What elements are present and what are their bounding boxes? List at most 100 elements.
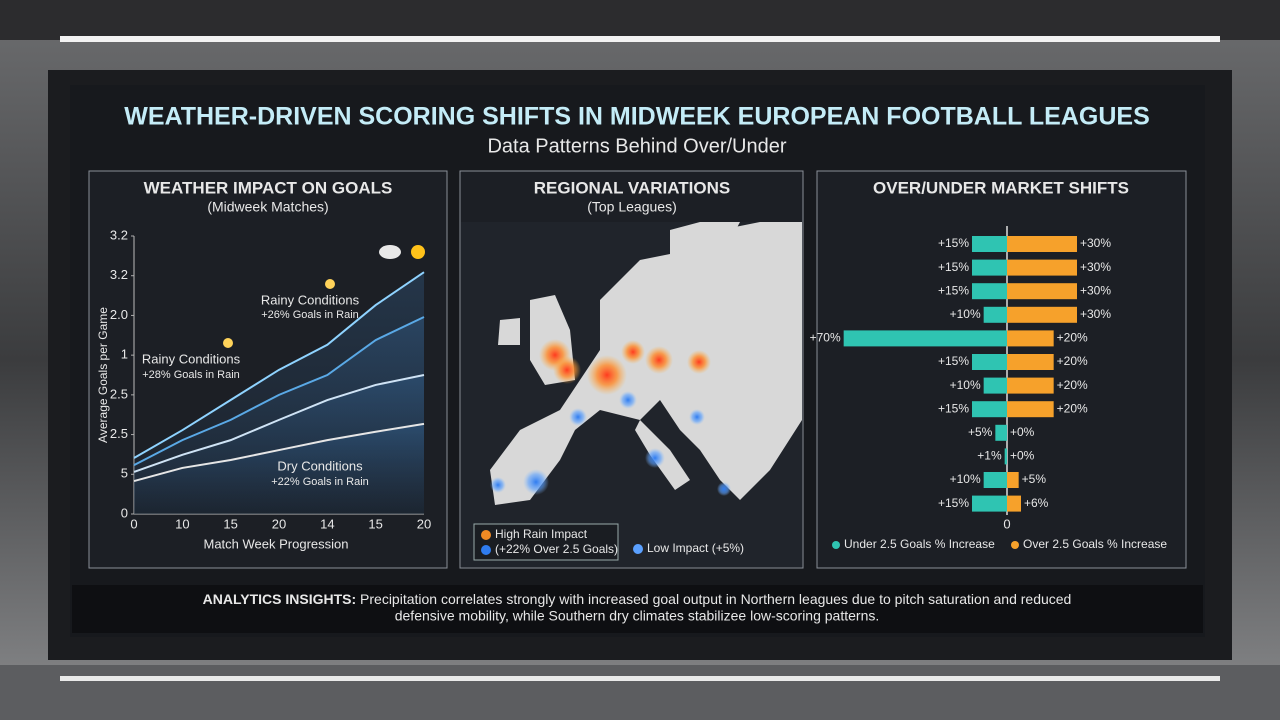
legend-dot [481,545,491,555]
lowspot [619,391,637,409]
y-tick-label: 1 [121,347,128,362]
x-tick-label: 15 [368,516,382,531]
lowspot [569,408,587,426]
value-label: +5% [1022,472,1047,486]
x-tick-label: 0 [130,516,137,531]
insights: ANALYTICS INSIGHTS: Precipitation correl… [203,591,1072,607]
value-label: +10% [950,307,981,321]
value-label: +5% [968,425,993,439]
bar [1007,472,1019,488]
value-label: +20% [1057,354,1088,368]
value-label: +15% [938,401,969,415]
bar [843,330,1007,347]
bar [1004,448,1007,465]
lowspot [645,448,665,468]
y-tick-label: 3.2 [110,267,128,282]
value-label: +1% [977,449,1002,463]
legend-dot [481,530,491,540]
area [134,423,424,514]
y-tick-label: 3.2 [110,227,128,242]
x-axis-label: Match Week Progression [204,536,349,551]
line [133,422,425,483]
lowspot [717,482,731,496]
insights-text: Precipitation correlates strongly with i… [360,591,1071,607]
hotspot [687,350,711,374]
land [498,318,520,345]
map-legend-box [473,523,619,561]
legend-swatch [1011,541,1019,549]
insights-text: defensive mobility, while Southern dry c… [395,608,880,624]
bar [983,472,1007,488]
insights-band [72,585,1203,633]
bar [983,377,1007,394]
legend-label: (+22% Over 2.5 Goals) [495,542,618,556]
bar [1007,495,1021,512]
hotspot [553,356,581,384]
value-label: +0% [1010,425,1035,439]
line [133,271,425,459]
annotation-text: +26% Goals in Rain [261,309,359,321]
sun-icon [325,279,335,289]
charts: WEATHER IMPACT ON GOALS (Midweek Matches)… [96,178,1167,551]
value-label: +6% [1024,496,1049,510]
value-label: +70% [810,331,841,345]
line [133,374,425,473]
legend-label: Over 2.5 Goals % Increase [1023,537,1167,551]
y-tick-label: 0 [121,505,128,520]
legend-swatch [832,541,840,549]
bar [1007,259,1077,276]
annotation-title: Rainy Conditions [261,292,360,307]
bar [1007,377,1054,394]
ceiling [0,0,1280,40]
lowspot [490,477,506,493]
panel-subtitle: (Midweek Matches) [207,199,328,215]
bar [972,401,1007,418]
bar [972,283,1007,300]
bar [1007,330,1054,347]
legend-label: Low Impact (+5%) [647,541,744,555]
sun-icon [223,338,233,348]
annotation-text: +28% Goals in Rain [142,369,240,381]
value-label: +20% [1057,378,1088,392]
bar [1007,306,1077,323]
x-tick-label: 14 [320,516,334,531]
insights-label: ANALYTICS INSIGHTS: [203,591,357,607]
bar [972,495,1007,512]
legend-label: Under 2.5 Goals % Increase [844,537,995,551]
lowspot [523,469,549,495]
title: WEATHER-DRIVEN SCORING SHIFTS IN MIDWEEK… [124,103,1150,131]
panel-title: REGIONAL VARIATIONS [534,178,730,197]
y-tick-label: 5 [121,466,128,481]
sun-icon [411,245,425,259]
bar [972,259,1007,276]
land [670,222,740,290]
panel-title: OVER/UNDER MARKET SHIFTS [873,178,1129,197]
x-tick-label: 20 [417,516,431,531]
legend-label: High Rain Impact [495,527,588,541]
floor-light [60,676,1220,681]
floor [0,665,1280,720]
annotation-title: Dry Conditions [277,458,363,473]
panel-subtitle: (Top Leagues) [587,199,677,215]
x-tick-label: 10 [175,516,189,531]
hotspot [621,340,645,364]
subtitle: Data Patterns Behind Over/Under [487,135,786,157]
map [461,222,802,567]
value-label: +15% [938,236,969,250]
value-label: +15% [938,496,969,510]
annotation-title: Rainy Conditions [142,351,241,366]
hotspot [587,355,627,395]
bar [995,424,1007,441]
hotspot [645,346,673,374]
bar [1007,236,1077,252]
value-label: +20% [1057,401,1088,415]
panel-title: WEATHER IMPACT ON GOALS [144,178,393,197]
line [133,316,425,467]
y-tick-label: 2.5 [110,386,128,401]
value-label: +0% [1010,449,1035,463]
y-tick-label: 2.0 [110,307,128,322]
annotation-text: +22% Goals in Rain [271,476,369,488]
x-tick-label: 20 [272,516,286,531]
